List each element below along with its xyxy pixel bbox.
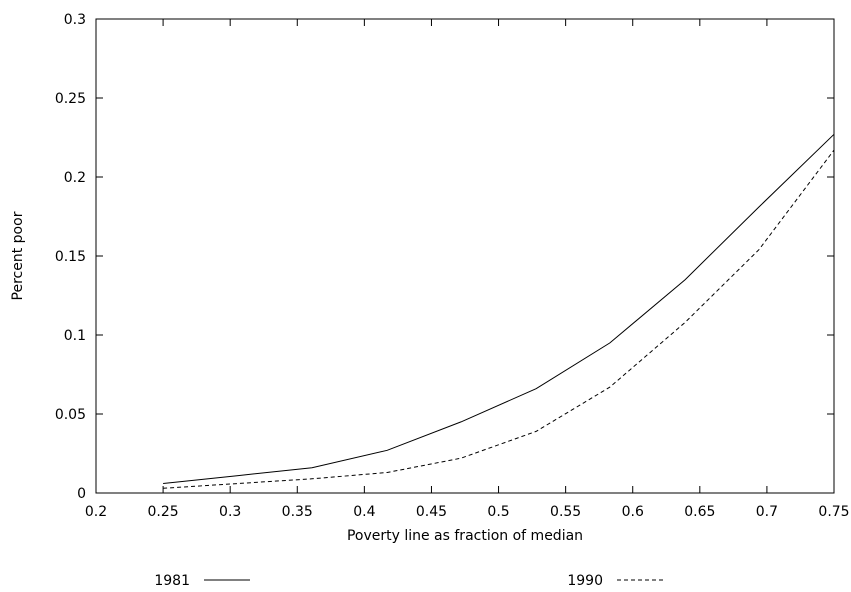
x-tick-label: 0.4 xyxy=(353,504,375,520)
series-lines xyxy=(163,133,835,489)
x-tick-label: 0.45 xyxy=(416,504,447,520)
x-axis-title: Poverty line as fraction of median xyxy=(347,528,583,544)
x-tick-label: 0.3 xyxy=(219,504,241,520)
x-tick-label: 0.55 xyxy=(550,504,581,520)
x-tick-label: 0.2 xyxy=(85,504,107,520)
legend: 1981 1990 xyxy=(154,573,663,589)
x-tick-label: 0.25 xyxy=(148,504,179,520)
series-line-1990 xyxy=(163,149,835,489)
y-axis-title: Percent poor xyxy=(10,211,26,300)
x-tick-label: 0.35 xyxy=(282,504,313,520)
legend-item-1981: 1981 xyxy=(154,573,250,589)
legend-label: 1981 xyxy=(154,573,190,589)
x-tick-label: 0.75 xyxy=(818,504,849,520)
x-tick-label: 0.6 xyxy=(622,504,644,520)
plot-frame xyxy=(95,18,835,494)
x-axis-ticks: 0.2 0.25 0.3 0.35 0.4 0.45 0.5 0.55 0.6 0.65 0.7 0.… xyxy=(85,19,850,520)
y-tick-label: 0.25 xyxy=(55,91,86,107)
y-tick-label: 0.2 xyxy=(64,170,86,186)
y-tick-label: 0.05 xyxy=(55,407,86,423)
y-tick-label: 0.15 xyxy=(55,249,86,265)
legend-label: 1990 xyxy=(567,573,603,589)
x-tick-label: 0.7 xyxy=(756,504,778,520)
series-line-1981 xyxy=(163,133,835,484)
y-axis-ticks: 0 0.05 0.1 0.15 0.2 0.25 0.3 xyxy=(55,12,834,502)
y-tick-label: 0 xyxy=(77,486,86,502)
legend-item-1990: 1990 xyxy=(567,573,663,589)
y-tick-label: 0.1 xyxy=(64,328,86,344)
y-tick-label: 0.3 xyxy=(64,12,86,28)
x-tick-label: 0.5 xyxy=(487,504,509,520)
x-tick-label: 0.65 xyxy=(684,504,715,520)
